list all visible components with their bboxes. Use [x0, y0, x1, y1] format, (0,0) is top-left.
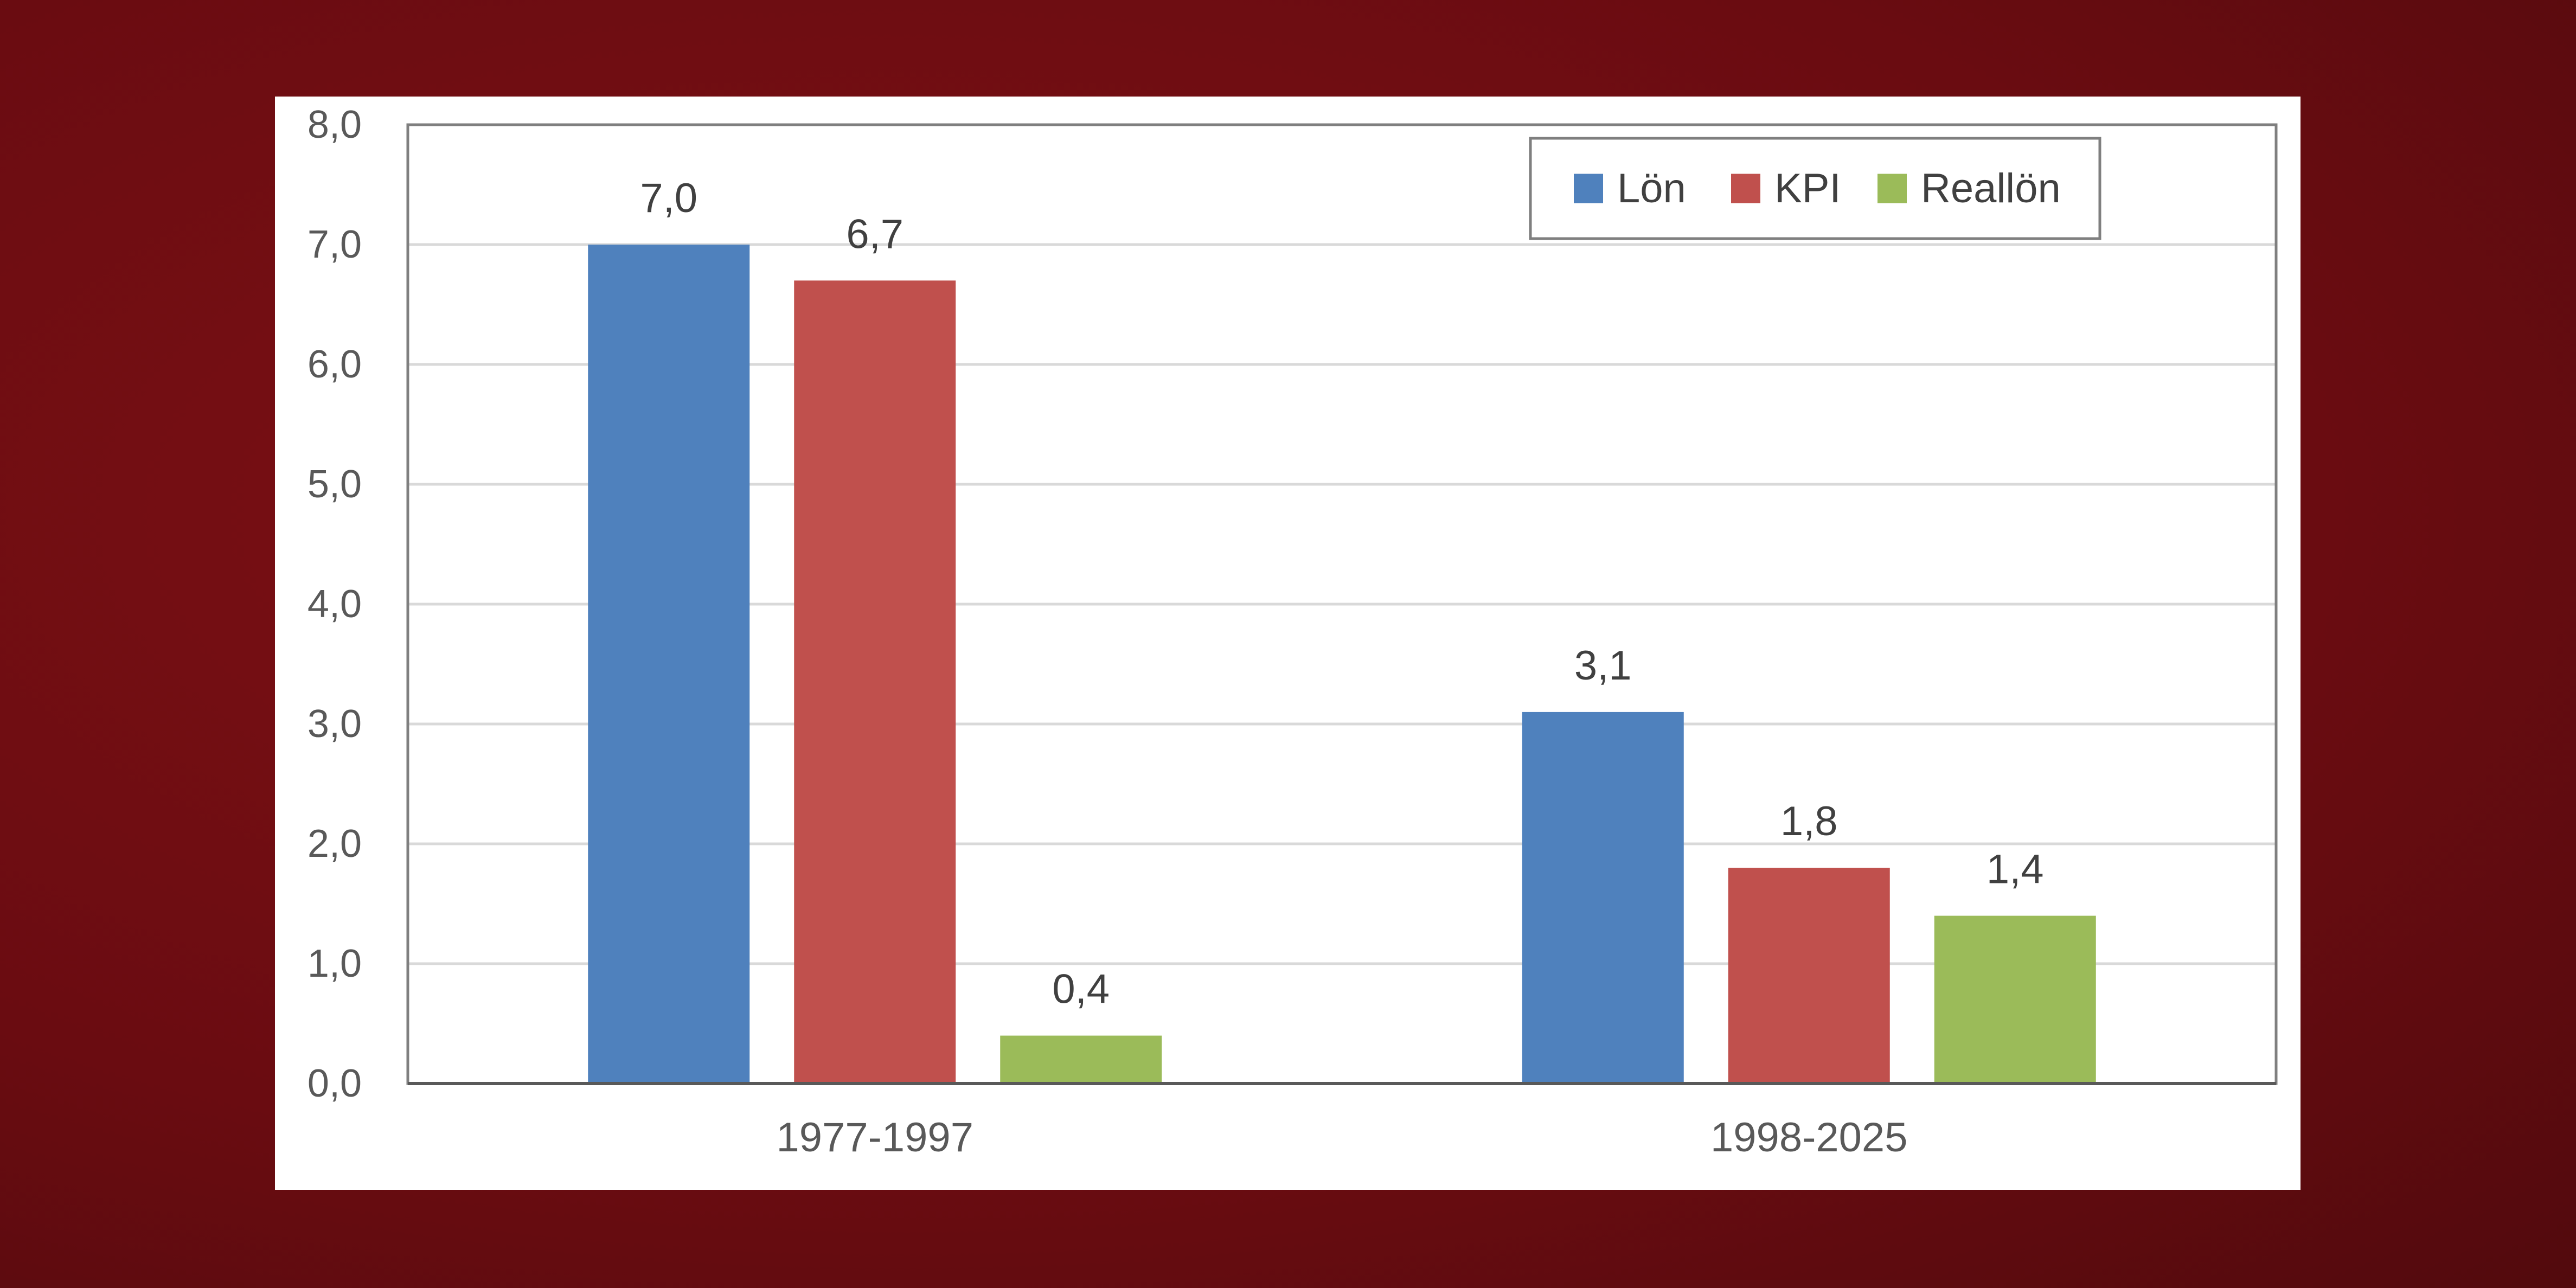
y-tick-label: 7,0 [307, 223, 362, 266]
y-tick-label: 8,0 [307, 103, 362, 146]
legend: Lön KPI Reallön [1529, 137, 2101, 240]
data-label: 1,8 [1780, 798, 1838, 844]
chart-panel: 0,0 1,0 2,0 3,0 4,0 5,0 6,0 7,0 8,0 1977-1997 199… [275, 97, 2301, 1190]
legend-label: KPI [1774, 165, 1841, 212]
bar-chart: 0,0 1,0 2,0 3,0 4,0 5,0 6,0 7,0 8,0 1977-1997 199… [307, 103, 2278, 1161]
legend-label: Reallön [1921, 165, 2061, 212]
y-tick-label: 2,0 [307, 822, 362, 866]
y-tick-label: 5,0 [307, 463, 362, 506]
data-labels: 7,0 6,7 0,4 3,1 1,8 1,4 [640, 175, 2043, 1013]
y-tick-label: 0,0 [307, 1062, 362, 1105]
data-label: 0,4 [1052, 966, 1110, 1013]
legend-swatch-kpi [1731, 174, 1760, 203]
x-axis-categories: 1977-1997 1998-2025 [777, 1114, 1908, 1161]
legend-swatch-reallön [1877, 174, 1907, 203]
y-tick-label: 1,0 [307, 942, 362, 985]
bar-reallön-1977-1997 [1000, 1035, 1162, 1084]
y-axis-ticks: 0,0 1,0 2,0 3,0 4,0 5,0 6,0 7,0 8,0 [307, 103, 362, 1105]
legend-swatch-lön [1574, 174, 1603, 203]
x-category-label: 1977-1997 [777, 1114, 973, 1161]
bar-kpi-1998-2025 [1728, 868, 1890, 1084]
data-label: 6,7 [846, 211, 903, 257]
bar-lön-1977-1997 [588, 245, 750, 1084]
bar-reallön-1998-2025 [1934, 915, 2096, 1084]
data-label: 7,0 [640, 175, 697, 221]
data-label: 1,4 [1987, 847, 2044, 893]
y-tick-label: 6,0 [307, 343, 362, 386]
bar-lön-1998-2025 [1522, 712, 1684, 1084]
y-tick-label: 4,0 [307, 582, 362, 626]
bar-kpi-1977-1997 [794, 280, 956, 1084]
data-label: 3,1 [1574, 643, 1632, 689]
x-category-label: 1998-2025 [1710, 1114, 1907, 1161]
legend-box [1529, 137, 2101, 240]
y-tick-label: 3,0 [307, 702, 362, 746]
legend-label: Lön [1617, 165, 1686, 212]
bars [588, 245, 2096, 1084]
